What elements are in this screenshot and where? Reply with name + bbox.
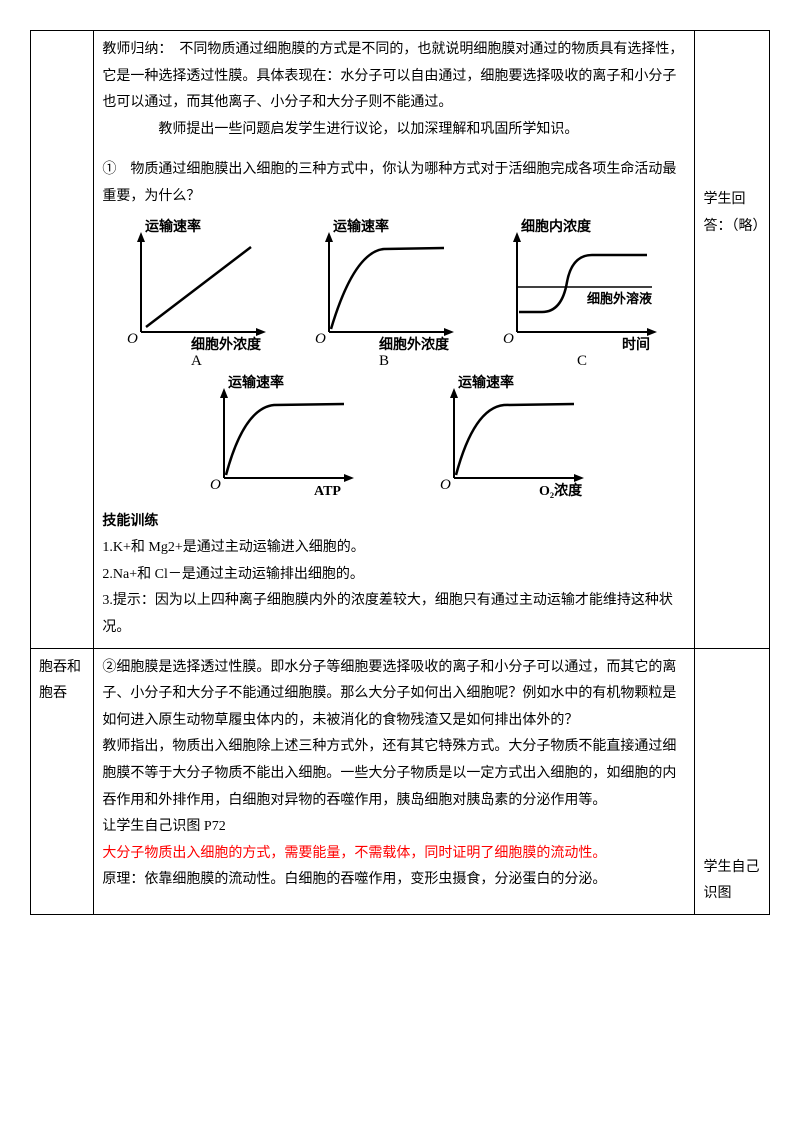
chart-a-xlabel: 细胞外浓度	[191, 336, 262, 353]
chart-d-xlabel: ATP	[314, 484, 341, 499]
chart-d: 运输速率 O ATP	[184, 373, 374, 503]
row1-main: 教师归纳： 不同物质通过细胞膜的方式是不同的，也就说明细胞膜对通过的物质具有选择…	[94, 31, 695, 649]
chart-b-xlabel: 细胞外浓度	[379, 336, 450, 353]
lesson-table: 教师归纳： 不同物质通过细胞膜的方式是不同的，也就说明细胞膜对通过的物质具有选择…	[30, 30, 770, 915]
row2-right: 学生自己识图	[695, 648, 770, 914]
chart-e-ylabel: 运输速率	[458, 374, 514, 391]
skill-1: 1.K+和 Mg2+是通过主动运输进入细胞的。	[102, 535, 686, 562]
charts-row-1: 运输速率 O 细胞外浓度 A 运输速率	[102, 217, 686, 367]
skill-title: 技能训练	[102, 509, 686, 536]
chart-b-tag: B	[379, 353, 389, 367]
chart-c-xlabel: 时间	[622, 336, 650, 353]
chart-c-tag: C	[577, 353, 587, 367]
chart-e: 运输速率 O O₂浓度	[414, 373, 604, 503]
row1-left	[31, 31, 94, 649]
para2: 教师提出一些问题启发学生进行议论，以加深理解和巩固所学知识。	[102, 117, 686, 144]
row2-p4: 大分子物质出入细胞的方式，需要能量，不需载体，同时证明了细胞膜的流动性。	[102, 841, 686, 868]
row1-right: 学生回答：（略）	[695, 31, 770, 649]
row2-p5: 原理：依靠细胞膜的流动性。白细胞的吞噬作用，变形虫摄食，分泌蛋白的分泌。	[102, 867, 686, 894]
chart-e-xlabel: O₂浓度	[539, 482, 583, 499]
chart-c-annot: 细胞外溶液	[587, 291, 652, 306]
chart-c: 细胞内浓度 细胞外溶液 O 时间 C	[487, 217, 677, 367]
teacher-summary: 教师归纳： 不同物质通过细胞膜的方式是不同的，也就说明细胞膜对通过的物质具有选择…	[102, 37, 686, 117]
chart-d-origin: O	[210, 477, 221, 493]
chart-b-origin: O	[315, 331, 326, 347]
charts-row-2: 运输速率 O ATP 运输速率 O O₂浓度	[102, 373, 686, 503]
chart-c-ylabel: 细胞内浓度	[521, 218, 592, 235]
row2-p1: ②细胞膜是选择透过性膜。即水分子等细胞要选择吸收的离子和小分子可以通过，而其它的…	[102, 655, 686, 735]
row2-right-text: 学生自己识图	[703, 855, 761, 908]
row2-p2: 教师指出，物质出入细胞除上述三种方式外，还有其它特殊方式。大分子物质不能直接通过…	[102, 734, 686, 814]
row2-p3: 让学生自己识图 P72	[102, 814, 686, 841]
skill-3: 3.提示：因为以上四种离子细胞膜内外的浓度差较大，细胞只有通过主动运输才能维持这…	[102, 588, 686, 641]
chart-a-tag: A	[191, 353, 202, 367]
row2-main: ②细胞膜是选择透过性膜。即水分子等细胞要选择吸收的离子和小分子可以通过，而其它的…	[94, 648, 695, 914]
question-1: ① 物质通过细胞膜出入细胞的三种方式中，你认为哪种方式对于活细胞完成各项生命活动…	[102, 157, 686, 210]
chart-e-origin: O	[440, 477, 451, 493]
chart-c-origin: O	[503, 331, 514, 347]
chart-b-ylabel: 运输速率	[333, 218, 389, 235]
chart-d-ylabel: 运输速率	[228, 374, 284, 391]
row1-right-text: 学生回答：（略）	[703, 187, 761, 240]
chart-a-origin: O	[127, 331, 138, 347]
para1-body: 不同物质通过细胞膜的方式是不同的，也就说明细胞膜对通过的物质具有选择性，它是一种…	[102, 42, 683, 110]
chart-a-ylabel: 运输速率	[145, 218, 201, 235]
row2-left: 胞吞和胞吞	[31, 648, 94, 914]
skill-2: 2.Na+和 Cl－是通过主动运输排出细胞的。	[102, 562, 686, 589]
chart-a: 运输速率 O 细胞外浓度 A	[111, 217, 281, 367]
para1-prefix: 教师归纳：	[102, 42, 165, 57]
chart-b: 运输速率 O 细胞外浓度 B	[299, 217, 469, 367]
